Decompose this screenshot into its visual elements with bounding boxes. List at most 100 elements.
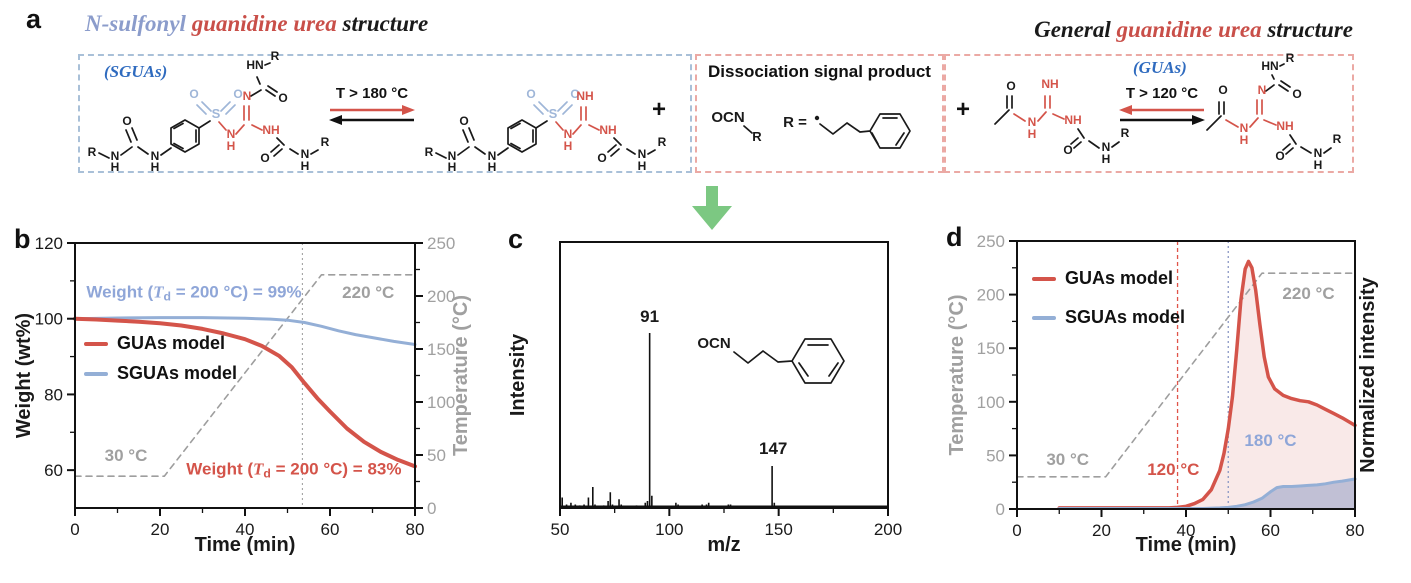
legend-item-guas-model: GUAs model [84, 333, 225, 354]
panel-label-c: c [508, 224, 524, 254]
annotation-c-0: 91 [640, 307, 660, 327]
atom-label: O [570, 87, 579, 101]
atom-label: H [1102, 152, 1111, 166]
annotation-b-3: Weight (Td = 200 °C) = 83% [186, 459, 402, 481]
annotation-b-0: Weight (Td = 200 °C) = 99% [86, 282, 302, 304]
atom-label: N [448, 149, 457, 163]
atom-label: N [1028, 115, 1037, 129]
atom-label: NH [1064, 113, 1081, 127]
atom-label: R [1333, 132, 1342, 146]
atom-label: H [227, 139, 236, 153]
green-down-arrow-icon [692, 186, 732, 230]
atom-label: H [638, 159, 647, 173]
atom-label: O [459, 114, 468, 128]
atom-label: N [151, 149, 160, 163]
atom-label: S [549, 106, 558, 121]
annotation-d-2: 120 °C [1147, 460, 1200, 480]
atom-label: NH [1276, 119, 1293, 133]
title-part: General [1034, 17, 1117, 42]
atom-label: R [271, 49, 280, 63]
panel-label-a: a [26, 4, 42, 34]
atom-label: H [448, 160, 457, 174]
annotation-d-1: 220 °C [1282, 283, 1335, 303]
atom-label: O [122, 114, 131, 128]
legend-dash-icon [84, 341, 108, 346]
atom-label: O [1292, 87, 1301, 101]
title-part: structure [342, 11, 429, 36]
sguas-tag: (SGUAs) [104, 62, 168, 81]
isocyanate-structure: OCN R R = [711, 109, 911, 149]
atom-label: R [1286, 51, 1295, 65]
atom-label: N [111, 149, 120, 163]
title-part: guanidine urea [191, 11, 343, 36]
legend-label: SGUAs model [117, 363, 238, 383]
atom-label: NH [262, 123, 279, 137]
legend-label: GUAs model [1065, 268, 1174, 288]
atom-label: N [1258, 83, 1267, 97]
legend-item-sguas-model: SGUAs model [1032, 307, 1185, 328]
atom-label: N [564, 127, 573, 141]
atom-label: N [227, 127, 236, 141]
atom-label: O [526, 87, 535, 101]
annotation-b-2: 30 °C [104, 446, 148, 466]
title-part: guanidine urea [1116, 17, 1268, 42]
atom-label: O [260, 151, 269, 165]
legend-item-sguas-model: SGUAs model [84, 363, 237, 384]
sgua-reaction-box [78, 54, 692, 173]
atom-label: R [658, 135, 667, 149]
atom-label: NH [576, 89, 593, 103]
atom-label: H [1028, 127, 1037, 141]
dissociation-title: Dissociation signal product [708, 62, 931, 81]
right-eq-temperature: T > 120 °C [1125, 85, 1199, 102]
title-part: N-sulfonyl [85, 11, 192, 36]
atom-label: R [88, 145, 97, 159]
atom-label: R [425, 145, 434, 159]
atom-label: O [1006, 79, 1015, 93]
atom-label: N [488, 149, 497, 163]
atom-label: H [1240, 133, 1249, 147]
left-structure-title: N-sulfonyl guanidine urea structure [85, 11, 428, 37]
gua-reaction-box [944, 54, 1354, 173]
atom-label: HN [246, 58, 263, 72]
equilibrium-arrows-right [1119, 105, 1205, 125]
annotation-d-0: 30 °C [1046, 449, 1090, 469]
atom-label: H [301, 159, 310, 173]
atom-label: O [189, 87, 198, 101]
left-eq-temperature: T > 180 °C [335, 85, 409, 102]
atom-label: R = [783, 114, 807, 131]
atom-label: O [597, 151, 606, 165]
legend-dash-icon [1032, 276, 1056, 281]
panel-label-d: d [946, 222, 963, 252]
legend-dash-icon [1032, 315, 1056, 320]
guas-tag: (GUAs) [1133, 58, 1187, 77]
atom-label: NH [599, 123, 616, 137]
legend-label: GUAs model [117, 333, 226, 353]
annotation-c-1: 147 [759, 438, 788, 458]
atom-label: OCN [697, 335, 730, 352]
dissociation-product-box [695, 54, 944, 173]
atom-label: O [278, 91, 287, 105]
atom-label: H [1314, 158, 1323, 172]
atom-label: O [233, 87, 242, 101]
atom-label: O [1275, 149, 1284, 163]
atom-label: H [488, 160, 497, 174]
title-part: structure [1267, 17, 1353, 42]
atom-label: N [1240, 121, 1249, 135]
atom-label: R [321, 135, 330, 149]
atom-label: N [1102, 140, 1111, 154]
atom-label: O [1063, 143, 1072, 157]
atom-label: O [1218, 83, 1227, 97]
annotation-b-1: 220 °C [342, 282, 395, 302]
atom-label: HN [1261, 59, 1278, 73]
atom-label: S [212, 106, 221, 121]
legend-dash-icon [84, 371, 108, 376]
panel-label-b: b [14, 224, 31, 254]
equilibrium-arrows-left [329, 105, 415, 125]
atom-label: OCN [711, 109, 744, 126]
panel-c-inset-structure: OCN [697, 335, 845, 384]
